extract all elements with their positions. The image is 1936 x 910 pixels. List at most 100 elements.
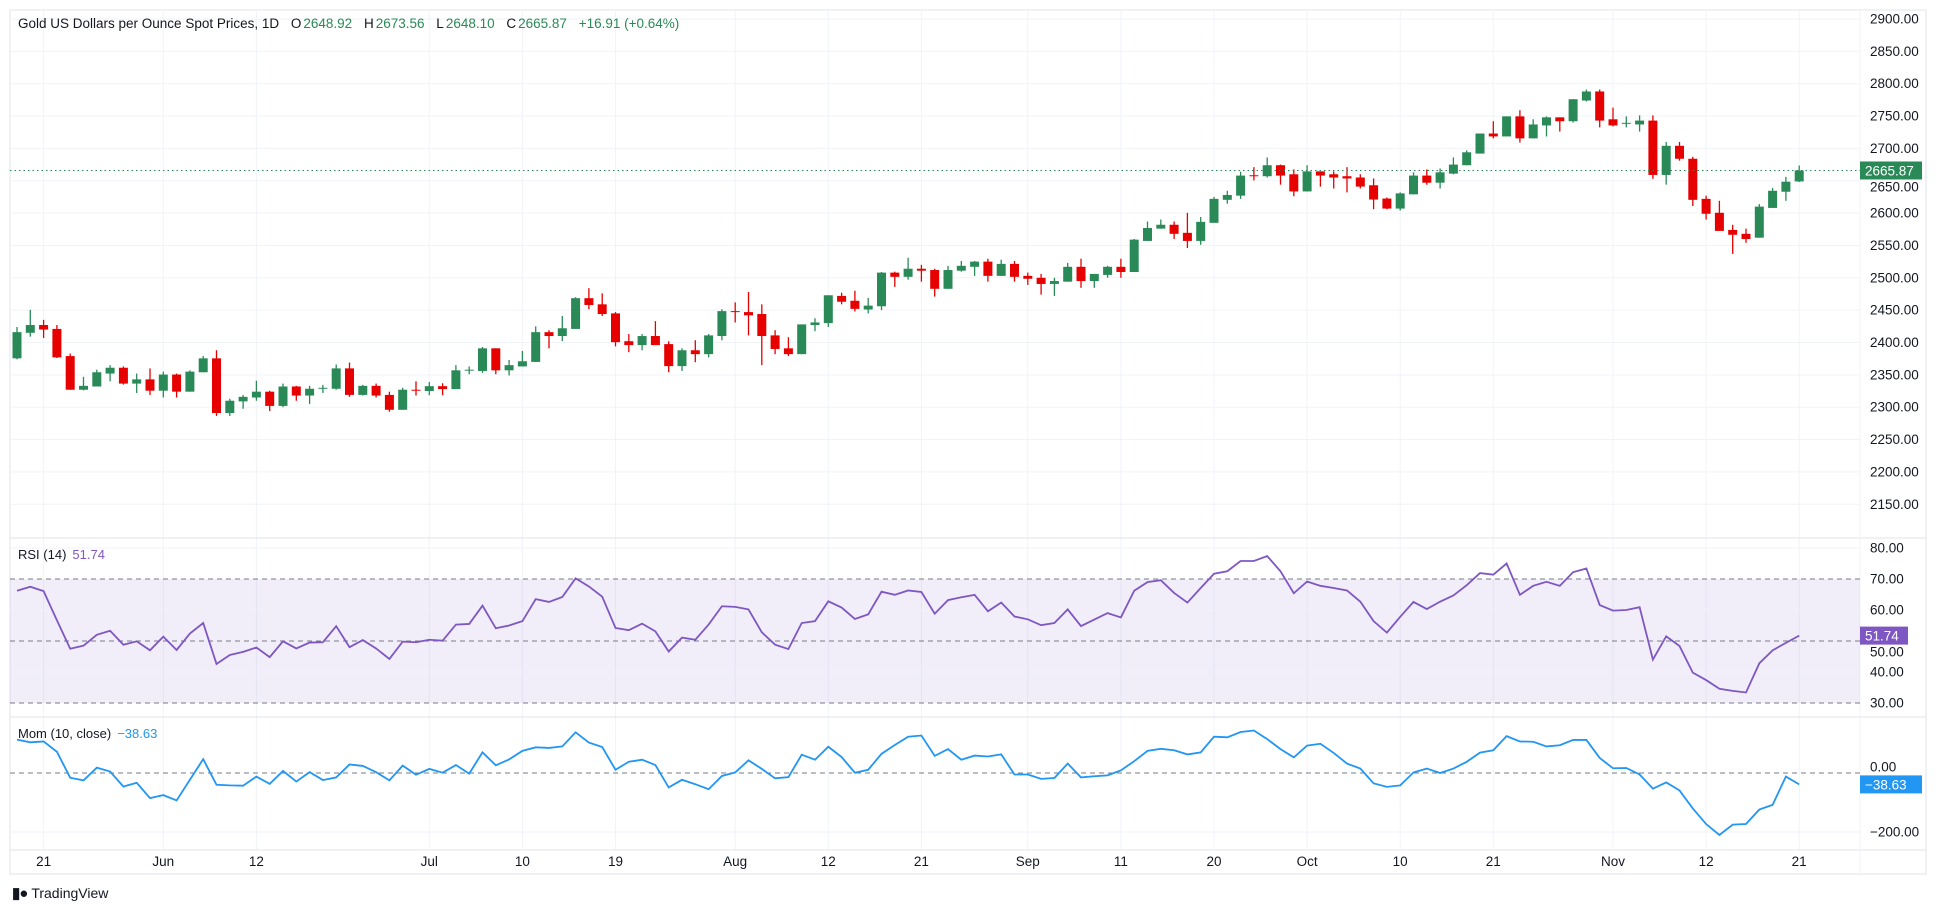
candle[interactable] bbox=[624, 334, 634, 353]
candle[interactable] bbox=[1329, 171, 1339, 189]
candle[interactable] bbox=[1315, 171, 1325, 187]
candle[interactable] bbox=[1462, 150, 1472, 166]
candle[interactable] bbox=[1794, 165, 1804, 182]
candle[interactable] bbox=[943, 265, 953, 289]
candle[interactable] bbox=[1688, 156, 1698, 206]
candle[interactable] bbox=[291, 385, 301, 401]
candle[interactable] bbox=[637, 334, 647, 351]
candle[interactable] bbox=[92, 369, 102, 387]
candle[interactable] bbox=[464, 366, 474, 375]
candle[interactable] bbox=[797, 324, 807, 355]
candle[interactable] bbox=[757, 304, 767, 366]
candle[interactable] bbox=[451, 365, 461, 390]
candle[interactable] bbox=[118, 366, 128, 385]
candle[interactable] bbox=[1781, 176, 1791, 201]
candle[interactable] bbox=[1196, 216, 1206, 245]
candle[interactable] bbox=[185, 370, 195, 392]
candle[interactable] bbox=[105, 365, 115, 382]
candle[interactable] bbox=[1528, 119, 1538, 139]
candle[interactable] bbox=[278, 383, 288, 408]
candle[interactable] bbox=[1754, 204, 1764, 238]
candle[interactable] bbox=[983, 258, 993, 282]
candle[interactable] bbox=[1156, 219, 1166, 229]
candle[interactable] bbox=[916, 264, 926, 282]
candle[interactable] bbox=[1222, 190, 1232, 204]
candle[interactable] bbox=[1502, 116, 1512, 137]
candle[interactable] bbox=[1581, 89, 1591, 102]
candle[interactable] bbox=[744, 292, 753, 336]
candle[interactable] bbox=[956, 260, 966, 272]
candle[interactable] bbox=[1768, 187, 1778, 208]
candle[interactable] bbox=[358, 384, 368, 396]
candle[interactable] bbox=[996, 259, 1006, 276]
candle[interactable] bbox=[1608, 107, 1618, 127]
candle[interactable] bbox=[650, 321, 660, 346]
candle[interactable] bbox=[251, 380, 261, 401]
candle[interactable] bbox=[1382, 197, 1392, 210]
candle[interactable] bbox=[1355, 174, 1365, 189]
candle[interactable] bbox=[1728, 224, 1738, 254]
rsi-legend[interactable]: RSI (14) 51.74 bbox=[18, 547, 105, 562]
candle[interactable] bbox=[79, 376, 88, 391]
candle[interactable] bbox=[1289, 169, 1299, 197]
candle[interactable] bbox=[318, 384, 328, 393]
candle[interactable] bbox=[478, 347, 487, 373]
candle[interactable] bbox=[1103, 265, 1113, 278]
candle[interactable] bbox=[664, 341, 674, 373]
candle[interactable] bbox=[823, 295, 833, 327]
candle[interactable] bbox=[531, 326, 541, 362]
candle[interactable] bbox=[238, 394, 248, 409]
candle[interactable] bbox=[1621, 116, 1631, 128]
candle[interactable] bbox=[863, 297, 873, 314]
candle[interactable] bbox=[1488, 121, 1498, 139]
candle[interactable] bbox=[810, 318, 820, 332]
candle[interactable] bbox=[1568, 99, 1578, 123]
candle[interactable] bbox=[1661, 141, 1671, 185]
candle[interactable] bbox=[1369, 178, 1379, 210]
candle[interactable] bbox=[331, 364, 341, 390]
candle[interactable] bbox=[704, 334, 714, 358]
candle[interactable] bbox=[12, 326, 22, 360]
candle[interactable] bbox=[1302, 165, 1312, 192]
mom-legend[interactable]: Mom (10, close) −38.63 bbox=[18, 726, 157, 741]
candle[interactable] bbox=[1249, 167, 1259, 181]
candle[interactable] bbox=[1262, 157, 1272, 178]
candle[interactable] bbox=[1422, 169, 1432, 185]
candle[interactable] bbox=[345, 362, 354, 397]
candle[interactable] bbox=[52, 325, 62, 359]
candle[interactable] bbox=[424, 381, 434, 396]
candle[interactable] bbox=[930, 268, 940, 297]
candle[interactable] bbox=[305, 385, 315, 404]
candle[interactable] bbox=[132, 373, 142, 393]
candle[interactable] bbox=[1741, 228, 1751, 243]
candle[interactable] bbox=[611, 312, 620, 347]
candle[interactable] bbox=[1515, 110, 1525, 143]
candle[interactable] bbox=[1635, 115, 1645, 132]
candle[interactable] bbox=[1089, 273, 1099, 288]
candle[interactable] bbox=[1342, 167, 1352, 193]
candle[interactable] bbox=[1395, 192, 1405, 211]
candle[interactable] bbox=[877, 271, 886, 311]
candle[interactable] bbox=[850, 290, 860, 312]
candle[interactable] bbox=[1023, 272, 1033, 285]
candle[interactable] bbox=[837, 292, 847, 305]
candle[interactable] bbox=[65, 353, 75, 390]
candle[interactable] bbox=[212, 350, 221, 416]
candle[interactable] bbox=[970, 260, 980, 276]
candle[interactable] bbox=[1143, 221, 1152, 241]
candle[interactable] bbox=[265, 390, 275, 412]
candle[interactable] bbox=[158, 371, 168, 398]
candle[interactable] bbox=[1675, 141, 1684, 161]
candle[interactable] bbox=[39, 319, 49, 338]
candle[interactable] bbox=[690, 340, 700, 363]
candle[interactable] bbox=[25, 309, 35, 337]
candle[interactable] bbox=[1129, 238, 1139, 272]
candle[interactable] bbox=[504, 359, 514, 376]
candle[interactable] bbox=[438, 383, 448, 396]
candle[interactable] bbox=[1435, 168, 1445, 189]
candle[interactable] bbox=[1409, 172, 1418, 195]
candle[interactable] bbox=[903, 257, 913, 280]
candle[interactable] bbox=[730, 302, 740, 323]
candle[interactable] bbox=[198, 356, 208, 373]
candle[interactable] bbox=[544, 330, 554, 349]
